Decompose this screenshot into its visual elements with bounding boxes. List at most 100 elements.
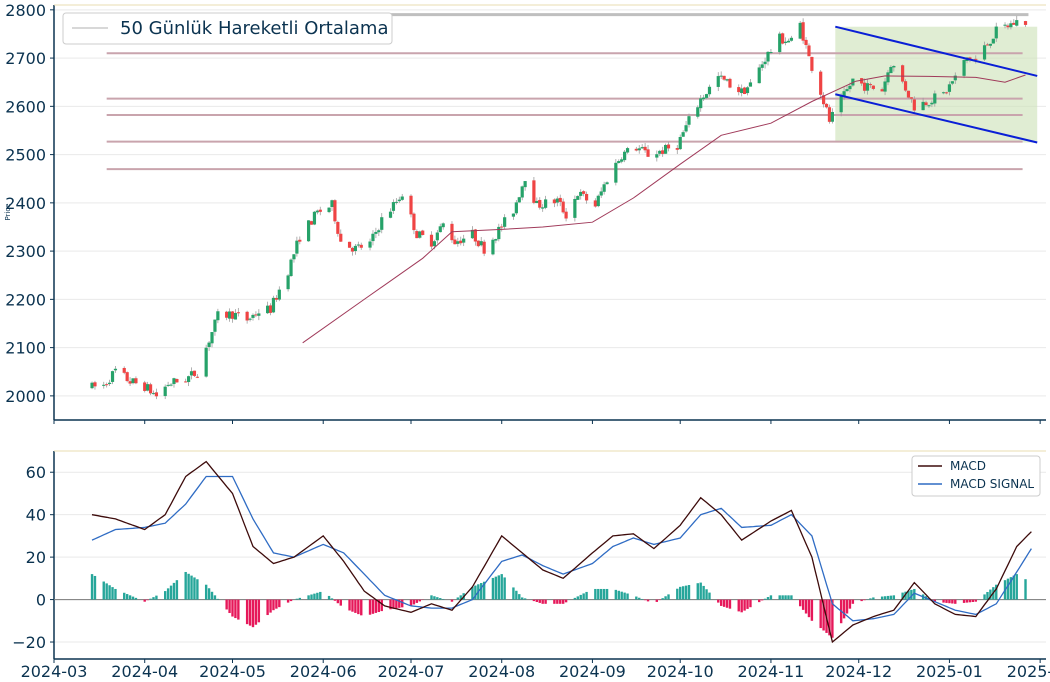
macd-hist-pos [573, 597, 577, 600]
macd-hist-pos [681, 586, 685, 600]
macd-hist-pos [436, 597, 439, 600]
candle-up [90, 382, 94, 389]
candle-down [429, 234, 434, 247]
price-ytick-label: 2600 [5, 97, 46, 116]
candle-up [678, 137, 682, 150]
candle-down [236, 312, 240, 314]
macd-hist-pos [787, 595, 790, 600]
candle-up [391, 202, 396, 211]
macd-hist-pos [494, 576, 498, 600]
candle-up [374, 231, 378, 234]
xtick-label: 2024-03 [21, 662, 88, 681]
signal-legend-label: MACD SIGNAL [950, 477, 1034, 491]
candle-up [210, 332, 214, 344]
macd-hist-pos [995, 584, 998, 600]
candle-down [1023, 21, 1028, 25]
macd-hist-neg [257, 599, 261, 623]
macd-hist-pos [594, 588, 597, 600]
candle-up [456, 241, 460, 244]
candle-up [479, 241, 483, 246]
candle-up [432, 241, 437, 247]
macd-hist-neg [819, 599, 822, 629]
candle-up [789, 37, 794, 41]
candle-up [599, 191, 603, 196]
candle-up [757, 67, 761, 84]
candle-down [230, 311, 235, 319]
macd-hist-pos [702, 585, 705, 600]
macd-hist-pos [1009, 577, 1013, 600]
candle-down [93, 382, 97, 387]
price-ytick-label: 2500 [5, 146, 46, 165]
candle-down [880, 89, 884, 92]
candle-down [128, 381, 132, 384]
macd-hist-neg [339, 599, 342, 606]
candle-up [400, 196, 404, 200]
macd-hist-pos [327, 595, 331, 600]
candle-up [189, 371, 194, 376]
macd-hist-pos [640, 598, 644, 600]
candle-up [523, 181, 527, 188]
candle-up [704, 94, 709, 98]
macd-hist-pos [93, 575, 97, 600]
candle-down [154, 392, 159, 397]
macd-hist-pos [983, 594, 986, 600]
candle-up [623, 151, 627, 161]
macd-ytick-label: 0 [36, 591, 46, 610]
xtick-label: 2025-01 [916, 662, 983, 681]
price-y-label: Price [4, 203, 12, 220]
macd-hist-neg [948, 599, 951, 604]
candle-up [169, 384, 173, 386]
candle-down [122, 367, 126, 373]
macd-hist-neg [248, 599, 252, 626]
candle-down [912, 99, 916, 111]
macd-hist-pos [664, 596, 667, 600]
candle-up [110, 371, 115, 382]
macd-hist-pos [193, 577, 196, 600]
macd-hist-pos [515, 590, 518, 600]
macd-ytick-label: 20 [26, 548, 46, 567]
candle-up [380, 217, 384, 230]
macd-hist-neg [760, 599, 764, 601]
candle-down [903, 81, 908, 91]
candle-down [801, 22, 805, 41]
macd-hist-pos [790, 595, 793, 600]
ma50-line [302, 74, 1026, 344]
candle-up [719, 75, 723, 77]
candle-up [658, 150, 662, 154]
candle-up [353, 245, 358, 252]
candle-up [497, 226, 501, 240]
macd-hist-neg [289, 599, 293, 602]
candle-up [494, 239, 498, 241]
candle-up [187, 376, 191, 383]
macd-hist-neg [354, 599, 357, 613]
channel-lower-line [835, 93, 1038, 144]
candle-up [865, 83, 870, 91]
candle-up [760, 64, 764, 68]
candle-up [555, 198, 559, 203]
macd-ytick-label: 60 [26, 463, 46, 482]
candle-down [415, 231, 419, 239]
candle-up [377, 230, 381, 233]
macd-hist-neg [965, 599, 969, 603]
macd-hist-neg [807, 599, 811, 618]
candle-up [151, 393, 156, 395]
macd-hist-pos [125, 594, 129, 600]
candle-up [248, 318, 252, 320]
candle-up [991, 38, 995, 44]
macd-ytick-label: 40 [26, 506, 46, 525]
channel-upper-line [835, 25, 1038, 77]
candle-up [696, 107, 700, 117]
macd-hist-pos [134, 597, 138, 600]
candle-up [596, 195, 600, 207]
macd-hist-neg [559, 599, 562, 604]
macd-hist-pos [102, 581, 105, 600]
macd-hist-pos [187, 573, 190, 600]
macd-hist-neg [371, 599, 375, 614]
macd-hist-neg [357, 599, 360, 615]
macd-hist-neg [377, 599, 381, 613]
macd-hist-pos [769, 595, 773, 600]
macd-hist-pos [114, 588, 117, 600]
macd-hist-pos [163, 591, 167, 600]
candle-up [579, 191, 583, 196]
